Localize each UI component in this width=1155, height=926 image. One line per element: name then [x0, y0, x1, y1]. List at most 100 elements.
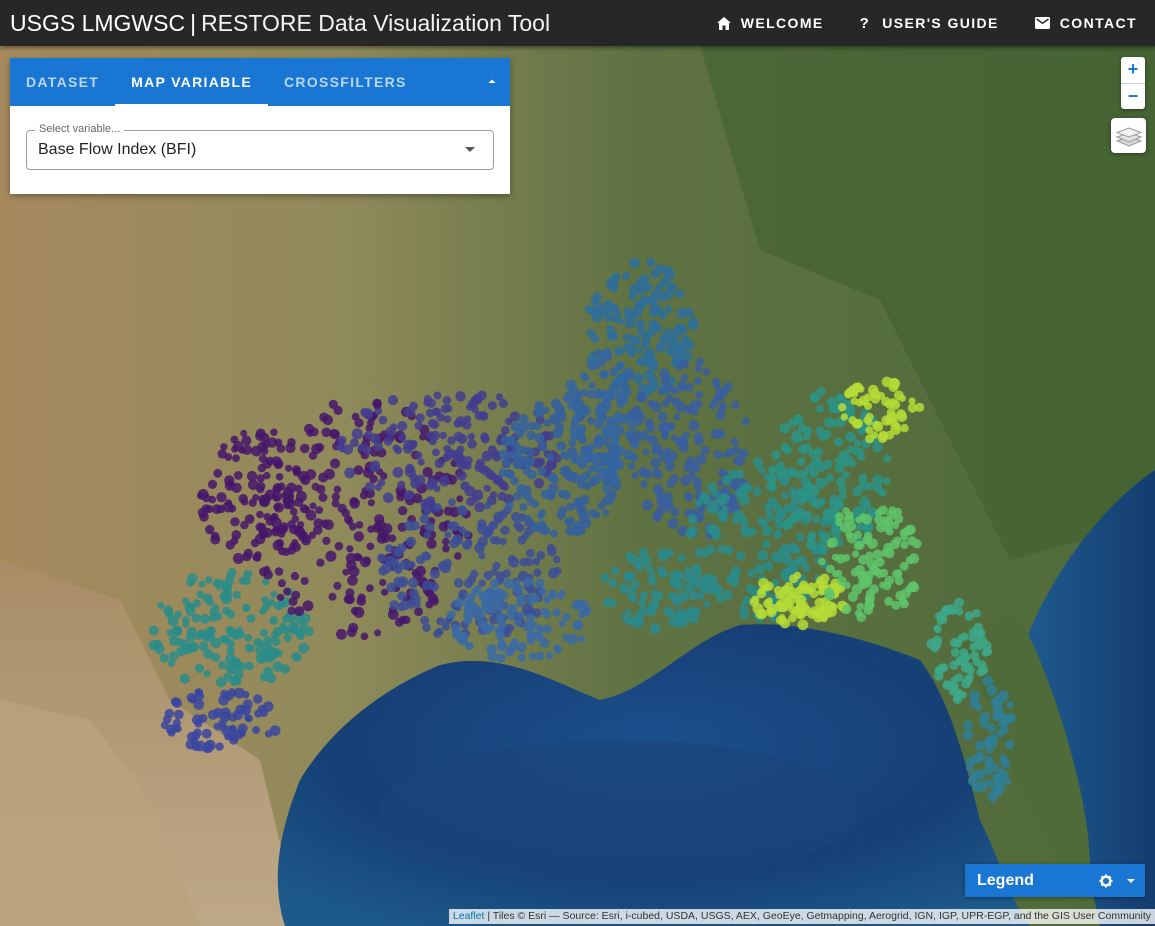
bfi-point	[261, 578, 270, 586]
bfi-point	[796, 533, 805, 542]
bfi-point	[627, 462, 636, 470]
bfi-point	[333, 485, 342, 494]
bfi-point	[848, 416, 857, 425]
bfi-point	[665, 305, 673, 314]
bfi-point	[429, 596, 439, 606]
bfi-point	[397, 591, 407, 601]
bfi-point	[812, 455, 822, 464]
bfi-point	[275, 473, 284, 481]
bfi-point	[600, 436, 610, 446]
bfi-point	[865, 412, 874, 421]
bfi-point	[205, 524, 215, 535]
bfi-point	[269, 616, 279, 625]
bfi-point	[230, 517, 240, 527]
variable-select[interactable]: Select variable... Base Flow Index (BFI)	[26, 123, 494, 170]
bfi-point	[982, 675, 994, 687]
bfi-point	[686, 606, 697, 617]
bfi-point	[471, 587, 480, 596]
bfi-point	[469, 569, 479, 579]
tab-map-variable[interactable]: MAP VARIABLE	[115, 58, 268, 106]
bfi-point	[434, 458, 445, 469]
bfi-point	[263, 565, 271, 574]
bfi-point	[263, 636, 273, 646]
satellite-map[interactable]	[0, 46, 1155, 926]
bfi-point	[579, 600, 589, 609]
bfi-point	[694, 499, 703, 507]
bfi-point	[861, 398, 869, 407]
bfi-point	[374, 514, 385, 525]
bfi-point	[405, 536, 416, 547]
bfi-point	[742, 595, 752, 606]
bfi-point	[294, 497, 304, 507]
bfi-point	[609, 282, 619, 293]
bfi-point	[229, 735, 239, 745]
bfi-point	[193, 699, 205, 710]
bfi-point	[891, 521, 900, 530]
layers-button[interactable]	[1111, 118, 1146, 153]
bfi-point	[565, 526, 575, 536]
bfi-point	[859, 480, 870, 491]
bfi-point	[994, 783, 1006, 794]
bfi-point	[497, 491, 507, 501]
bfi-point	[251, 445, 262, 457]
bfi-point	[648, 361, 659, 372]
bfi-point	[697, 505, 706, 514]
bfi-point	[591, 474, 602, 485]
bfi-point	[672, 596, 683, 607]
zoom-in-button[interactable]: +	[1127, 59, 1139, 79]
bfi-point	[835, 569, 843, 578]
bfi-point	[611, 314, 620, 323]
bfi-point	[805, 539, 816, 550]
bfi-point	[291, 539, 299, 546]
bfi-point	[950, 648, 960, 657]
bfi-point	[255, 653, 267, 664]
bfi-point	[505, 435, 517, 447]
bfi-point	[853, 439, 862, 447]
nav-contact[interactable]: CONTACT	[1017, 0, 1155, 46]
bfi-point	[392, 467, 404, 478]
bfi-point	[196, 590, 204, 599]
bfi-point	[792, 430, 802, 439]
gear-icon[interactable]	[1099, 874, 1113, 888]
legend-bar[interactable]: Legend	[965, 864, 1145, 897]
leaflet-link[interactable]: Leaflet	[452, 910, 485, 922]
bfi-point	[626, 587, 636, 596]
bfi-point	[304, 423, 315, 434]
bfi-point	[558, 620, 566, 628]
bfi-point	[236, 626, 243, 634]
bfi-point	[879, 489, 887, 497]
nav-welcome[interactable]: WELCOME	[699, 0, 842, 46]
bfi-point	[276, 444, 286, 453]
bfi-point	[595, 391, 604, 400]
bfi-point	[553, 555, 561, 564]
collapse-panel-icon[interactable]	[486, 75, 498, 87]
bfi-point	[398, 506, 408, 516]
bfi-point	[656, 283, 664, 291]
bfi-point	[500, 525, 510, 535]
bfi-point	[677, 553, 686, 562]
bfi-point	[505, 648, 514, 657]
bfi-point	[414, 421, 424, 430]
tab-crossfilters[interactable]: CROSSFILTERS	[284, 74, 407, 90]
nav-users-guide[interactable]: ? USER'S GUIDE	[842, 0, 1017, 46]
zoom-out-button[interactable]: −	[1121, 83, 1145, 109]
bfi-point	[703, 583, 715, 595]
bfi-point	[637, 384, 646, 392]
bfi-point	[485, 525, 494, 535]
bfi-point	[564, 391, 575, 402]
bfi-point	[270, 590, 278, 598]
bfi-point	[819, 580, 829, 590]
legend-expand-icon[interactable]	[1127, 878, 1135, 883]
bfi-point	[636, 391, 648, 403]
bfi-point	[665, 281, 675, 291]
bfi-point	[640, 330, 652, 342]
bfi-point	[374, 483, 382, 491]
tab-dataset[interactable]: DATASET	[26, 74, 100, 90]
bfi-point	[653, 484, 663, 493]
bfi-point	[427, 418, 437, 428]
bfi-point	[641, 499, 653, 511]
dropdown-arrow-icon[interactable]	[465, 147, 475, 152]
bfi-point	[771, 450, 781, 460]
bfi-point	[373, 441, 383, 452]
bfi-point	[981, 648, 990, 657]
